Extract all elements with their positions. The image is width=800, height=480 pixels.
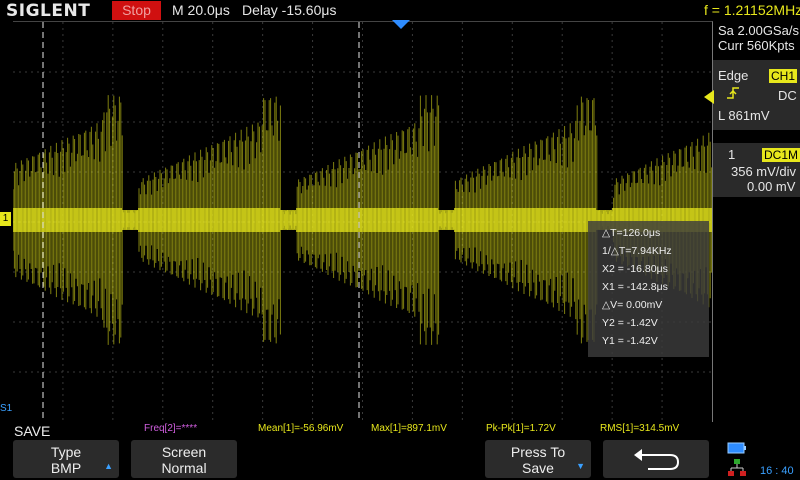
cursor-x1: X1 = -142.8μs (602, 281, 668, 293)
trigger-source: CH1 (769, 69, 798, 83)
cursor-y2: Y2 = -1.42V (602, 317, 658, 329)
channel-offset-marker[interactable]: 1 (0, 212, 11, 226)
brand-logo: SIGLENT (6, 1, 91, 21)
sample-rate: Sa 2.00GSa/s (718, 23, 799, 38)
measure-max: Max[1]=897.1mV (371, 423, 447, 434)
chevron-down-icon: ▲ (104, 461, 113, 471)
screen-softkey-label: Screen (161, 444, 207, 460)
press-softkey-label: Press To (510, 444, 566, 460)
channel-offset: 0.00 mV (747, 179, 796, 194)
timebase-readout[interactable]: M 20.0μs (172, 2, 230, 18)
frequency-counter: f = 1.21152MHz (704, 2, 800, 18)
clock: 16 : 40 (760, 465, 794, 477)
trigger-level: L 861mV (718, 108, 770, 123)
waveform-core (12, 208, 712, 232)
s1-marker: S1 (0, 403, 13, 414)
cursor-delta-t: △T=126.0μs (602, 227, 661, 239)
battery-icon (727, 442, 746, 454)
channel-coupling: DC1M (762, 148, 800, 162)
chevron-down-icon: ▼ (576, 461, 585, 471)
menu-title: SAVE (14, 423, 51, 439)
type-softkey-label: Type (50, 444, 82, 460)
screen-softkey-value: Normal (161, 460, 207, 476)
delay-readout[interactable]: Delay -15.60μs (242, 2, 337, 18)
cursor-y1: Y1 = -1.42V (602, 335, 658, 347)
press-softkey-value: Save (522, 460, 554, 476)
trigger-level-marker-icon[interactable] (702, 90, 714, 104)
channel-number: 1 (728, 147, 736, 162)
network-icon (728, 459, 746, 476)
channel-scale: 356 mV/div (731, 164, 797, 179)
trigger-position-marker-icon[interactable] (392, 20, 410, 30)
measure-pkpk: Pk-Pk[1]=1.72V (486, 423, 556, 434)
measure-rms: RMS[1]=314.5mV (600, 423, 680, 434)
press-to-save-softkey[interactable]: Press To Save ▼ (485, 440, 591, 478)
run-stop-indicator[interactable]: Stop (112, 1, 161, 20)
rising-edge-icon (727, 87, 739, 99)
measure-freq: Freq[2]=**** (144, 423, 198, 434)
cursor-readout-panel: △T=126.0μs 1/△T=7.94KHz X2 = -16.80μs X1… (588, 221, 709, 357)
return-arrow-icon (634, 449, 680, 470)
cursor-x2: X2 = -16.80μs (602, 263, 668, 275)
top-bar (0, 0, 800, 22)
type-softkey-value: BMP (50, 460, 82, 476)
waveform-trace (12, 95, 713, 345)
cursor-inv-delta-t: 1/△T=7.94KHz (602, 245, 672, 257)
measure-mean: Mean[1]=-56.96mV (258, 423, 344, 434)
return-softkey[interactable] (603, 440, 709, 478)
trigger-type: Edge (718, 68, 749, 83)
trigger-coupling: DC (778, 88, 797, 103)
memory-depth: Curr 560Kpts (718, 38, 795, 53)
type-softkey[interactable]: Type BMP ▲ (13, 440, 119, 478)
waveform-svg (12, 22, 713, 422)
cursor-delta-v: △V= 0.00mV (602, 299, 663, 311)
screen-softkey[interactable]: Screen Normal (131, 440, 237, 478)
